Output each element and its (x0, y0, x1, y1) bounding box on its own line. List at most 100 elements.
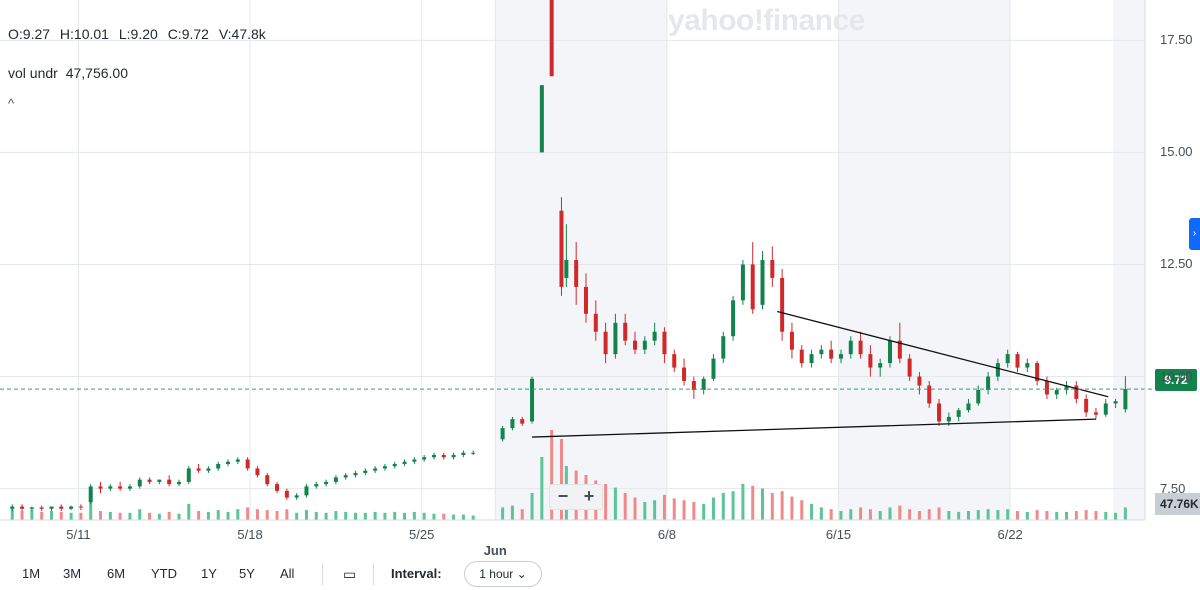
candle-body (780, 277, 785, 332)
collapse-indicators-button[interactable]: ^ (8, 96, 15, 111)
volume-value: V:47.8k (218, 26, 266, 42)
candle-body (740, 264, 745, 301)
x-tick-label: 6/15 (825, 527, 852, 542)
volume-bar (849, 509, 853, 520)
volume-bar (412, 511, 416, 520)
candle-body (956, 410, 961, 417)
volume-bar (613, 487, 617, 520)
candle-body (353, 472, 358, 476)
volume-bar (206, 511, 210, 520)
volume-bar (996, 510, 1000, 520)
candle-body (623, 322, 628, 341)
volume-bar (1025, 511, 1029, 520)
candle-body (613, 322, 618, 355)
volume-bar (1084, 510, 1088, 520)
candle-body (721, 336, 726, 359)
range-all-button[interactable]: All (280, 566, 295, 581)
volume-bar (79, 512, 83, 520)
volume-bar (40, 511, 44, 520)
volume-bar (878, 511, 882, 520)
candle-body (897, 340, 902, 359)
candle-body (1113, 401, 1118, 404)
candle-body (422, 457, 427, 460)
candle-body (937, 403, 942, 422)
x-tick-label: 6/22 (997, 527, 1023, 542)
zoom-in-button[interactable]: + (583, 486, 595, 506)
volume-bar (148, 512, 152, 520)
candle-body (878, 363, 883, 368)
x-tick-label: 6/8 (657, 527, 676, 542)
y-tick-label: 12.50 (1160, 256, 1193, 272)
candle-body (265, 475, 270, 485)
candle-body (333, 477, 338, 482)
candle-body (701, 378, 706, 390)
volume-bar (157, 513, 161, 520)
candle-body (216, 463, 221, 469)
candle-body (314, 484, 319, 487)
range-1m-button[interactable]: 1M (22, 566, 41, 581)
candle-body (1044, 381, 1049, 395)
interval-select[interactable]: 1 hour ⌄ (464, 561, 542, 587)
candle-body (549, 0, 554, 77)
candle-body (304, 486, 309, 496)
volume-bar (1016, 511, 1020, 520)
calendar-icon[interactable]: ▭ (343, 566, 357, 582)
candle-body (294, 495, 299, 498)
volume-bar (471, 515, 475, 520)
candle-body (731, 300, 736, 337)
candle-body (324, 481, 329, 485)
candle-body (1084, 398, 1089, 413)
candle-body (1093, 412, 1098, 415)
volume-bar (770, 493, 774, 520)
last-price-tag: 9.72 (1155, 369, 1197, 391)
candle-body (127, 486, 132, 489)
expand-panel-button[interactable]: › (1189, 218, 1200, 250)
volume-bar (800, 500, 804, 520)
candle-body (564, 260, 569, 278)
volume-bar (888, 507, 892, 520)
range-3m-button[interactable]: 3M (63, 566, 82, 581)
volume-bar (633, 497, 637, 520)
range-5y-button[interactable]: 5Y (239, 566, 255, 581)
volume-bar (976, 510, 980, 520)
volume-indicator-value: 47,756.00 (65, 65, 128, 81)
yahoo-finance-watermark: yahoo!finance (668, 4, 865, 37)
volume-bar (711, 497, 715, 520)
volume-bar (520, 509, 524, 520)
volume-bar (334, 511, 338, 520)
volume-bar (947, 511, 951, 520)
volume-bar (917, 511, 921, 520)
volume-bar (530, 493, 534, 520)
candle-body (196, 468, 201, 471)
candle-body (373, 468, 378, 471)
volume-bar (324, 512, 328, 520)
volume-bar (780, 491, 784, 520)
y-tick-label: 7.50 (1160, 480, 1186, 496)
interval-value: 1 hour (479, 567, 514, 581)
candle-body (1035, 363, 1040, 382)
candle-body (382, 466, 387, 469)
candle-body (927, 385, 932, 404)
range-6m-button[interactable]: 6M (107, 566, 126, 581)
candle-body (500, 428, 505, 440)
volume-bar (966, 511, 970, 520)
candle-body (583, 286, 588, 314)
range-ytd-button[interactable]: YTD (151, 566, 177, 581)
volume-bar (452, 514, 456, 520)
chart-toolbar: 1M 3M 6M YTD 1Y 5Y All ▭ Interval: 1 hou… (0, 560, 1200, 590)
chevron-down-icon: ⌄ (516, 567, 527, 581)
volume-bar (373, 511, 377, 520)
zoom-out-button[interactable]: − (557, 486, 569, 506)
volume-bar (246, 507, 250, 520)
price-chart[interactable] (0, 0, 1200, 560)
candle-body (206, 468, 211, 471)
candle-body (760, 260, 765, 305)
candle-body (29, 507, 34, 509)
volume-bar (986, 509, 990, 520)
volume-bar (344, 511, 348, 520)
interval-label: Interval: (391, 566, 442, 581)
range-1y-button[interactable]: 1Y (201, 566, 217, 581)
volume-bar (187, 503, 191, 520)
candle-body (245, 459, 250, 469)
volume-bar (167, 511, 171, 520)
